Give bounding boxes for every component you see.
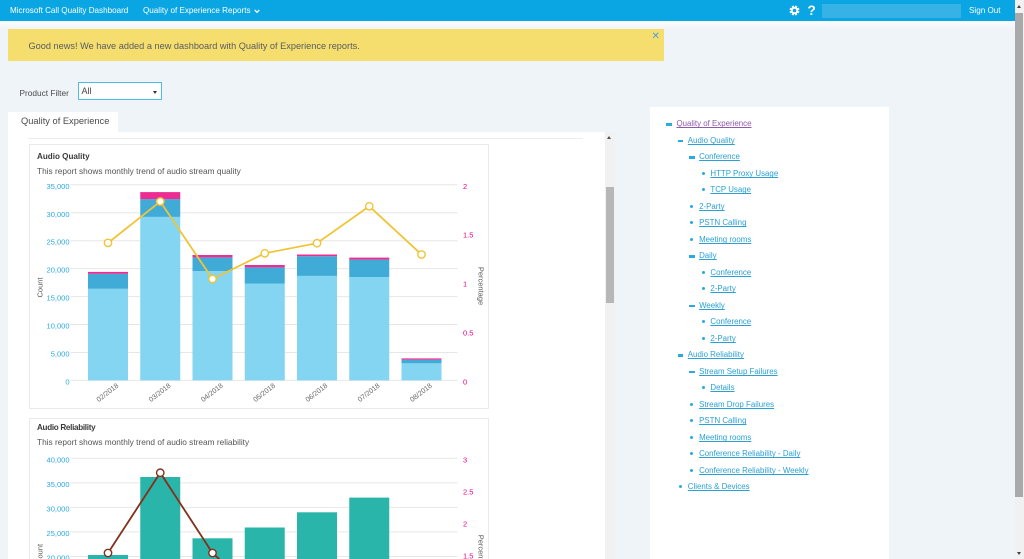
- svg-text:07/2018: 07/2018: [356, 382, 381, 404]
- svg-text:06/2018: 06/2018: [304, 382, 329, 404]
- svg-text:30,000: 30,000: [46, 505, 69, 514]
- svg-text:04/2018: 04/2018: [199, 382, 224, 404]
- svg-text:25,000: 25,000: [46, 529, 69, 538]
- svg-text:08/2018: 08/2018: [408, 382, 433, 404]
- svg-text:02/2018: 02/2018: [95, 382, 120, 404]
- svg-text:20,000: 20,000: [46, 266, 69, 275]
- svg-text:5,000: 5,000: [50, 350, 69, 359]
- svg-text:0: 0: [463, 377, 467, 386]
- svg-text:35,000: 35,000: [46, 480, 69, 489]
- svg-text:Count: Count: [35, 543, 44, 559]
- svg-text:1.5: 1.5: [463, 231, 473, 240]
- svg-text:2.5: 2.5: [463, 488, 473, 497]
- svg-text:1.5: 1.5: [463, 552, 473, 559]
- svg-text:0.5: 0.5: [463, 329, 473, 338]
- svg-text:30,000: 30,000: [46, 210, 69, 219]
- svg-text:0: 0: [65, 377, 69, 386]
- svg-text:Count: Count: [35, 277, 44, 298]
- svg-text:40,000: 40,000: [46, 456, 69, 465]
- svg-text:20,000: 20,000: [46, 554, 69, 559]
- svg-text:05/2018: 05/2018: [251, 382, 276, 404]
- svg-text:2: 2: [463, 520, 467, 529]
- svg-text:25,000: 25,000: [46, 238, 69, 247]
- svg-text:03/2018: 03/2018: [147, 382, 172, 404]
- svg-text:Percentage: Percentage: [476, 535, 485, 559]
- svg-text:1: 1: [463, 280, 467, 289]
- svg-text:15,000: 15,000: [46, 294, 69, 303]
- svg-text:10,000: 10,000: [46, 322, 69, 331]
- svg-text:Percentage: Percentage: [476, 267, 485, 305]
- svg-text:3: 3: [463, 456, 467, 465]
- svg-text:2: 2: [463, 182, 467, 191]
- svg-text:35,000: 35,000: [46, 182, 69, 191]
